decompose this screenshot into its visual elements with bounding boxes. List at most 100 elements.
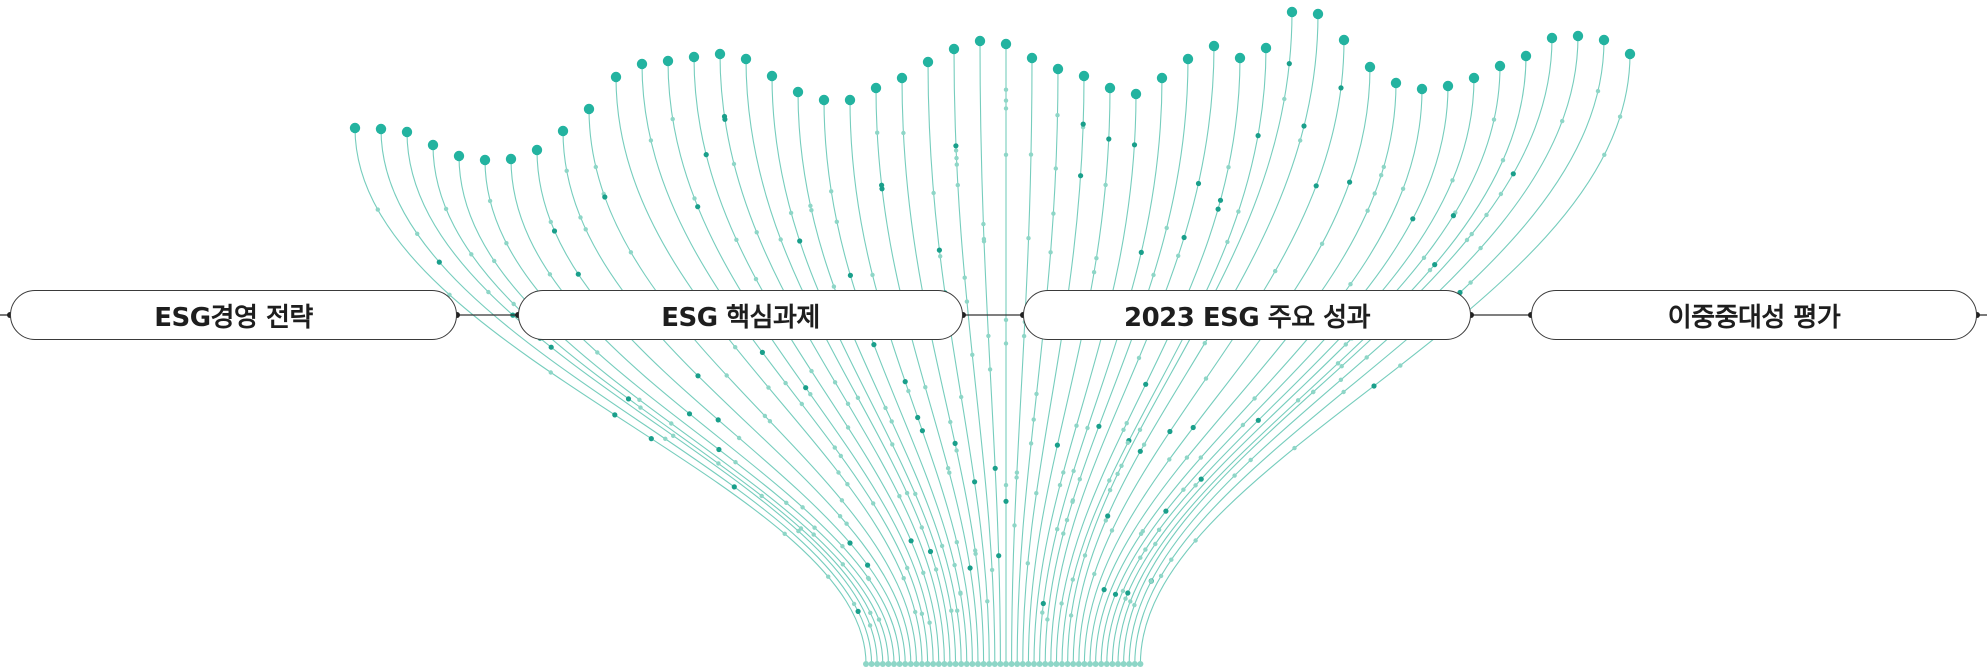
flow-line-base-dot — [952, 661, 959, 667]
flow-line-dot — [1077, 477, 1083, 482]
flow-line-dot — [648, 138, 654, 143]
flow-line-dot — [1339, 364, 1344, 369]
flow-line-dot — [992, 465, 998, 471]
flow-line-dot — [981, 239, 987, 244]
step-label: ESG 핵심과제 — [661, 302, 820, 333]
flow-line-head-dot — [583, 103, 595, 115]
flow-line-dot — [798, 526, 804, 531]
step-esg-strategy[interactable]: ESG경영 전략 — [10, 290, 457, 340]
flow-line-dot — [733, 345, 738, 350]
flow-line-dot — [638, 405, 643, 410]
flow-line — [1106, 77, 1475, 665]
flow-line-dot — [1510, 171, 1516, 177]
step-esg-core-tasks[interactable]: ESG 핵심과제 — [518, 290, 963, 340]
flow-line-dot — [715, 417, 721, 423]
flow-line-dot — [1051, 211, 1056, 216]
flow-line-head-dot — [870, 82, 882, 94]
flow-line-dot — [1193, 538, 1198, 543]
flow-line-dot — [1427, 267, 1433, 273]
flow-line-head-dot — [505, 153, 517, 165]
flow-line-base-dot — [1070, 661, 1077, 667]
flow-line-dot — [871, 342, 877, 348]
flow-line-dot — [1120, 588, 1126, 594]
flow-line-dot — [1143, 381, 1149, 387]
flow-line-dot — [959, 394, 964, 400]
flow-line-dot — [1003, 106, 1009, 111]
flow-line-dot — [1026, 236, 1031, 241]
flow-line-dot — [1226, 165, 1231, 170]
flow-line-dot — [919, 428, 926, 434]
flow-line-dot — [1421, 255, 1427, 260]
flow-line — [1083, 66, 1371, 665]
flow-line-dot — [1184, 455, 1190, 460]
flow-line-dot — [1595, 88, 1601, 94]
flow-line-dot — [1500, 158, 1506, 163]
flow-line-dot — [812, 525, 817, 530]
flow-line-base-dot — [879, 661, 886, 667]
flow-line — [406, 131, 878, 665]
flow-line-dot — [1109, 528, 1115, 533]
flow-line-base-dot — [919, 661, 925, 667]
flow-line-head-dot — [1026, 52, 1038, 64]
flow-line-dot — [1255, 417, 1261, 423]
flow-line-head-dot — [1494, 60, 1506, 72]
flow-line-head-dot — [401, 126, 413, 138]
flow-line-dot — [754, 230, 759, 235]
flow-line-dot — [1400, 186, 1406, 191]
flow-line-dot — [832, 380, 838, 385]
flow-line-base-dot — [1008, 661, 1015, 667]
flow-line-dot — [953, 143, 959, 149]
flow-line-dot — [829, 189, 834, 194]
flow-line-dot — [736, 435, 742, 441]
flow-line-base-dot — [863, 661, 869, 667]
flow-line-head-dot — [1078, 70, 1090, 82]
step-double-materiality[interactable]: 이중중대성 평가 — [1531, 290, 1977, 340]
flow-line-dot — [1082, 553, 1088, 558]
flow-line-dot — [1372, 191, 1377, 196]
flow-line-base-dot — [902, 661, 909, 667]
flow-line-dot — [504, 241, 509, 246]
flow-line-base-dot — [975, 661, 981, 667]
flow-line-base-dot — [868, 661, 875, 667]
flow-lines — [349, 6, 1636, 667]
flow-line-dot — [1169, 557, 1174, 562]
flow-line-head-dot — [453, 150, 465, 162]
flow-line-dot — [669, 421, 674, 426]
flow-line — [1078, 39, 1345, 665]
flow-line-dot — [1124, 421, 1129, 426]
flow-line-base-dot — [947, 661, 953, 667]
flow-line-dot — [716, 461, 721, 466]
flow-line-dot — [1468, 280, 1473, 285]
step-2023-esg-achievements[interactable]: 2023 ESG 주요 성과 — [1023, 290, 1471, 340]
flow-line-dot — [692, 196, 697, 201]
flow-line-dot — [906, 388, 911, 394]
flow-line-dot — [845, 401, 851, 406]
flow-line-dot — [855, 395, 861, 400]
flow-line-dot — [1096, 423, 1102, 429]
flow-line-dot — [1198, 455, 1204, 460]
flow-line-dot — [1341, 389, 1346, 395]
flow-line-dot — [1602, 152, 1607, 157]
flow-line — [1039, 77, 1163, 665]
step-label: ESG경영 전략 — [154, 302, 313, 333]
flow-line-dot — [782, 531, 787, 536]
flow-line-dot — [1071, 468, 1076, 474]
flow-line-head-dot — [974, 35, 986, 47]
flow-line — [927, 61, 990, 665]
flow-line-head-dot — [1286, 6, 1298, 18]
flow-line — [1033, 93, 1137, 665]
flow-line — [1128, 35, 1579, 665]
flow-line — [1067, 11, 1293, 665]
step-label: 이중중대성 평가 — [1667, 302, 1841, 333]
flow-line — [1055, 57, 1241, 665]
flow-line-dot — [879, 186, 885, 192]
flow-line-dot — [1003, 341, 1009, 346]
flow-line-base-dot — [1036, 661, 1043, 667]
flow-line-dot — [724, 373, 729, 378]
flow-line — [1134, 39, 1605, 665]
flow-line-dot — [1121, 427, 1126, 432]
flow-line-head-dot — [1104, 82, 1116, 94]
flow-line-head-dot — [1182, 53, 1194, 65]
flow-line-dot — [1286, 61, 1292, 67]
